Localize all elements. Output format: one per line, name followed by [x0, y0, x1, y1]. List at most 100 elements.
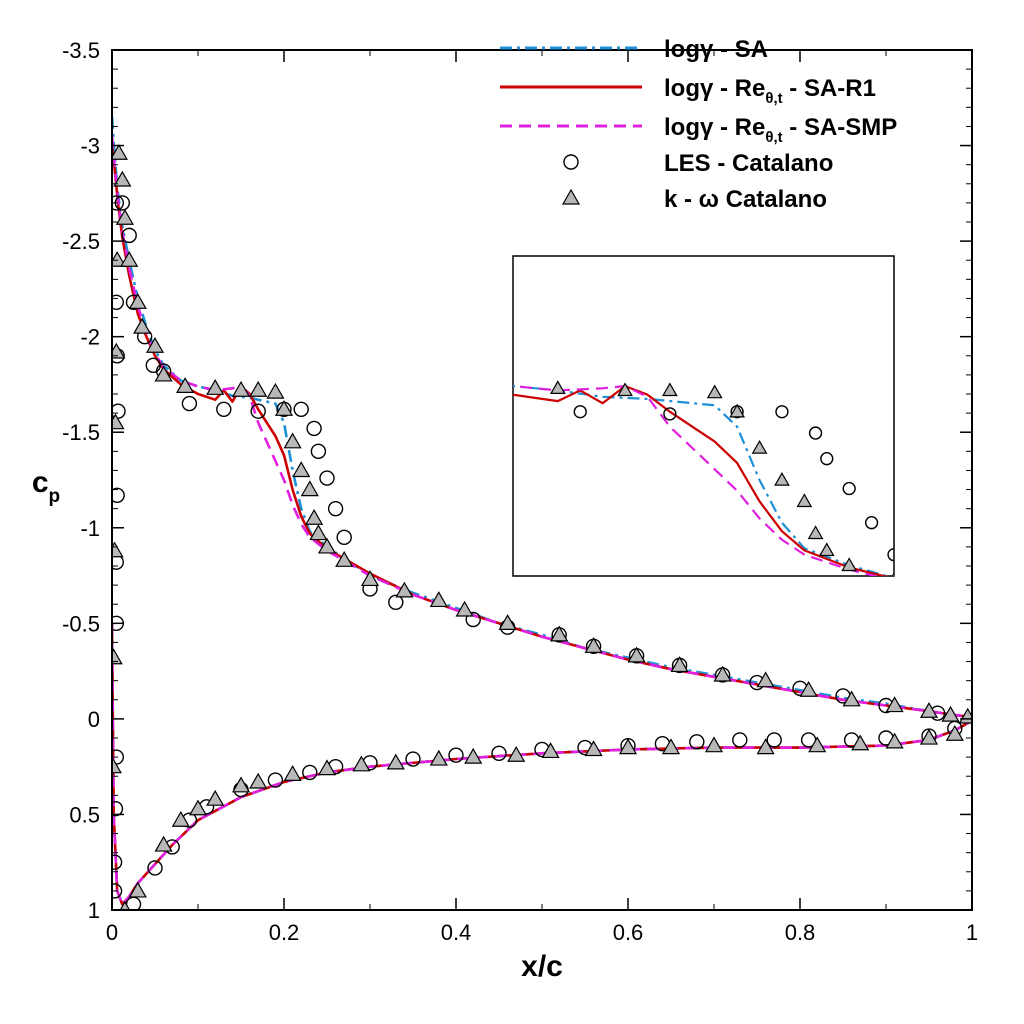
point-k-catalano	[292, 461, 311, 478]
main-plot-series	[112, 116, 972, 910]
point-k-catalano	[128, 293, 147, 309]
point-k-catalano	[335, 551, 354, 567]
x-tick-label: 0	[106, 920, 118, 945]
point-les-catalano	[820, 452, 834, 466]
point-les-catalano	[775, 405, 789, 419]
point-k-catalano	[919, 701, 939, 718]
point-k-catalano	[206, 789, 225, 806]
point-les-catalano	[112, 883, 123, 899]
point-les-catalano	[112, 195, 124, 211]
point-k-catalano	[305, 508, 324, 525]
point-k-catalano	[729, 403, 745, 418]
point-les-catalano	[689, 734, 705, 750]
point-k-catalano	[113, 170, 132, 187]
y-axis-title: cp	[32, 466, 60, 507]
y-tick-label: -2.5	[62, 229, 100, 254]
legend-label-main: logγ - Re	[664, 114, 765, 141]
y-tick-label: -1	[80, 516, 100, 541]
point-les-catalano	[306, 420, 322, 437]
point-les-catalano	[448, 747, 464, 763]
legend-label-subscript: θ,t	[765, 129, 782, 146]
point-k-catalano	[842, 690, 861, 707]
point-les-catalano	[112, 294, 124, 310]
y-tick-label: -3	[80, 134, 100, 159]
point-k-catalano	[266, 382, 285, 399]
point-les-catalano	[250, 403, 266, 419]
point-k-catalano	[464, 747, 483, 764]
x-tick-label: 0.6	[613, 920, 644, 945]
y-tick-label: -2	[80, 325, 100, 350]
point-k-catalano	[885, 732, 904, 749]
point-les-catalano	[842, 481, 856, 496]
point-k-catalano	[112, 541, 124, 558]
point-les-catalano	[293, 401, 309, 417]
legend-label-log-re-t-sa-smp: logγ - Reθ,t - SA-SMP	[664, 114, 897, 146]
point-les-catalano	[663, 407, 677, 421]
y-axis-title-subscript: p	[49, 486, 61, 507]
point-k-catalano	[154, 835, 173, 852]
point-k-catalano	[429, 591, 448, 608]
y-axis-ticks: -3.5 -3 -2.5 -2 -1.5 -1 -0.5 0 0.5 1	[62, 38, 972, 923]
x-axis-ticks: 0 0.2 0.4 0.6 0.8 1	[106, 50, 978, 945]
legend-label-main: k - ω Catalano	[664, 186, 827, 213]
point-k-catalano	[799, 680, 818, 697]
inset-frame	[512, 255, 895, 577]
point-k-catalano	[119, 900, 131, 910]
point-k-catalano	[188, 799, 208, 816]
point-k-catalano	[618, 738, 638, 755]
x-axis-title: x/c	[521, 950, 563, 983]
point-k-catalano	[891, 572, 894, 576]
point-les-catalano	[302, 764, 318, 781]
point-les-catalano	[147, 860, 163, 876]
point-k-catalano	[112, 413, 125, 430]
point-les-catalano	[216, 401, 232, 417]
point-k-catalano	[498, 614, 517, 630]
point-k-catalano	[133, 317, 152, 334]
point-k-catalano	[550, 625, 569, 642]
point-les-catalano	[112, 487, 125, 503]
point-k-catalano	[584, 637, 603, 653]
point-k-catalano	[283, 432, 302, 449]
point-les-catalano	[336, 529, 352, 546]
point-k-catalano	[796, 493, 813, 508]
point-les-catalano	[267, 772, 284, 788]
point-k-catalano	[274, 400, 294, 416]
point-k-catalano	[941, 705, 960, 722]
legend-label-after: - SA-R1	[783, 75, 876, 102]
point-k-catalano	[154, 365, 173, 382]
point-k-catalano	[706, 384, 723, 399]
y-tick-label: 0.5	[69, 802, 100, 827]
y-axis-title-main: c	[32, 466, 49, 499]
point-k-catalano	[112, 250, 127, 267]
legend-swatch-k-catalano	[561, 188, 581, 205]
point-k-catalano	[661, 738, 681, 755]
point-k-catalano	[176, 377, 195, 393]
point-k-catalano	[507, 745, 526, 762]
point-k-catalano	[455, 600, 474, 617]
legend-label-les-catalano: LES - Catalano	[664, 150, 833, 177]
point-k-catalano	[774, 471, 790, 486]
series-line-log-re-t-sa-smp-lower	[112, 623, 972, 906]
point-k-catalano	[662, 382, 678, 397]
point-k-catalano	[885, 696, 904, 713]
series-line-log-sa-upper	[112, 116, 972, 719]
point-les-catalano	[573, 405, 587, 419]
point-les-catalano	[766, 732, 782, 748]
legend-label-main: LES - Catalano	[664, 150, 833, 177]
point-k-catalano	[617, 382, 633, 397]
point-les-catalano	[491, 745, 507, 761]
legend-label-main: logγ - Re	[664, 75, 765, 102]
legend-label-after: - SA-SMP	[783, 114, 898, 141]
point-k-catalano	[751, 439, 768, 454]
point-les-catalano	[465, 611, 481, 628]
legend-label-main: logγ - SA	[664, 36, 768, 63]
point-les-catalano	[405, 751, 421, 767]
point-les-catalano	[310, 443, 327, 460]
point-k-catalano	[317, 759, 337, 776]
point-les-catalano	[112, 801, 124, 817]
point-k-catalano	[249, 380, 268, 397]
point-k-catalano	[429, 749, 448, 766]
y-tick-label: -1.5	[62, 420, 100, 445]
point-k-catalano	[807, 525, 824, 540]
